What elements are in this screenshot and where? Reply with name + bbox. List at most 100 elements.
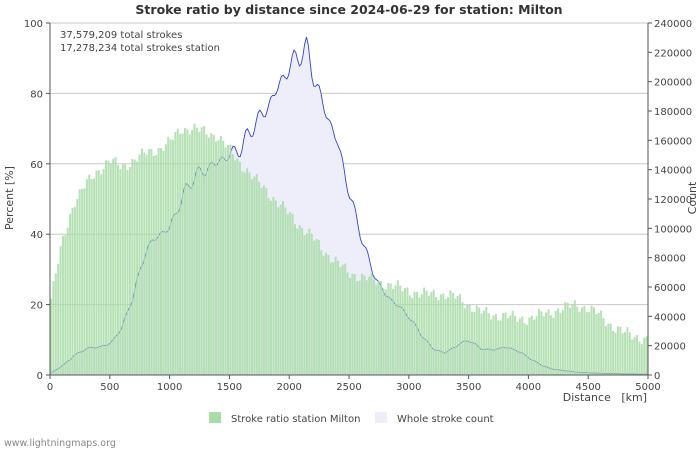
tick-label-x-2000: 2000 <box>276 382 301 393</box>
ratio-bar <box>542 316 545 375</box>
ratio-bar <box>305 233 308 375</box>
ratio-bar <box>406 287 409 375</box>
ratio-bar <box>640 344 643 375</box>
tick-label-right-120000: 120000 <box>654 195 692 206</box>
ratio-bar <box>533 319 536 375</box>
ratio-bar <box>112 158 115 375</box>
ratio-bar <box>301 228 304 375</box>
ratio-bar <box>375 284 378 375</box>
ratio-bar <box>607 323 610 375</box>
ratio-bar <box>415 291 418 375</box>
annotation-station-strokes: 17,278,234 total strokes station <box>60 43 220 54</box>
ratio-bar <box>643 337 646 375</box>
ratio-bar <box>365 280 368 375</box>
ratio-bar <box>564 301 567 375</box>
ratio-bar <box>140 148 143 375</box>
ratio-bar <box>423 287 426 375</box>
ratio-bar <box>114 157 117 375</box>
x-axis-label: Distance [km] <box>563 391 647 404</box>
ratio-bar <box>64 235 67 375</box>
ratio-bar <box>619 326 622 375</box>
ratio-bar <box>69 214 72 375</box>
ratio-bar <box>88 174 91 375</box>
ratio-bar <box>413 291 416 375</box>
ratio-bar <box>212 134 215 375</box>
ratio-bar <box>511 310 514 375</box>
ratio-bar <box>171 139 174 375</box>
ratio-bar <box>482 310 485 375</box>
ratio-bar <box>136 161 139 375</box>
tick-label-x-500: 500 <box>100 382 119 393</box>
ratio-bar <box>420 294 423 375</box>
ratio-bar <box>604 325 607 375</box>
tick-label-right-240000: 240000 <box>654 19 692 30</box>
ratio-bar <box>396 280 399 375</box>
tick-label-x-4500: 4500 <box>575 382 600 393</box>
ratio-bar <box>540 311 543 375</box>
tick-label-x-3500: 3500 <box>456 382 481 393</box>
chart-title: Stroke ratio by distance since 2024-06-2… <box>135 2 562 17</box>
tick-label-right-80000: 80000 <box>654 254 686 265</box>
ratio-bar <box>85 179 88 375</box>
ratio-bar <box>468 304 471 375</box>
ratio-bar <box>243 172 246 375</box>
ratio-bar <box>291 213 294 375</box>
ratio-bar <box>497 320 500 375</box>
tick-label-right-20000: 20000 <box>654 342 686 353</box>
ratio-bar <box>315 238 318 375</box>
ratio-bar <box>267 198 270 375</box>
ratio-bar <box>57 263 60 375</box>
ratio-bar <box>253 176 256 375</box>
ratio-bar <box>303 235 306 375</box>
ratio-bar <box>215 141 218 375</box>
ratio-bar <box>573 300 576 375</box>
ratio-bar <box>404 288 407 375</box>
ratio-bar <box>282 201 285 375</box>
ratio-bar <box>356 281 359 375</box>
ratio-bar <box>408 295 411 375</box>
footer-site: www.lightningmaps.org <box>4 438 116 449</box>
ratio-bar <box>126 170 129 375</box>
ratio-bar <box>430 292 433 375</box>
ratio-bar <box>119 169 122 375</box>
ratio-bar <box>358 280 361 375</box>
ratio-bar <box>516 322 519 375</box>
ratio-bar <box>470 311 473 375</box>
ratio-bar <box>50 298 52 375</box>
ratio-bar <box>260 187 263 375</box>
ratio-bar <box>588 312 591 375</box>
ratio-bar <box>561 310 564 375</box>
ratio-bar <box>349 277 351 375</box>
ratio-bar <box>537 308 540 375</box>
ratio-bar <box>447 297 450 375</box>
ratio-bar <box>547 309 550 375</box>
ratio-bar <box>143 152 146 375</box>
ratio-bar <box>90 179 93 375</box>
ratio-bar <box>277 207 280 375</box>
ratio-bar <box>549 315 552 375</box>
ratio-bar <box>124 164 127 375</box>
ratio-bar <box>66 227 69 375</box>
ratio-bar <box>334 256 337 375</box>
ratio-bar <box>76 199 79 375</box>
ratio-bar <box>138 154 141 375</box>
ratio-bar <box>454 298 457 375</box>
ratio-bar <box>54 273 57 375</box>
ratio-bar <box>514 315 517 375</box>
ratio-bar <box>528 317 531 375</box>
ratio-bar <box>133 159 136 375</box>
ratio-bar <box>200 127 203 375</box>
ratio-bar <box>463 307 466 375</box>
ratio-bar <box>236 158 239 375</box>
tick-label-left-20: 20 <box>30 301 43 312</box>
ratio-bar <box>569 307 572 375</box>
ratio-bar <box>437 300 440 375</box>
ratio-bar <box>636 334 639 375</box>
ratio-bar <box>614 332 617 375</box>
ratio-bar <box>480 313 483 375</box>
tick-label-x-3000: 3000 <box>396 382 421 393</box>
ratio-bar <box>449 290 452 375</box>
ratio-bar <box>169 139 172 375</box>
